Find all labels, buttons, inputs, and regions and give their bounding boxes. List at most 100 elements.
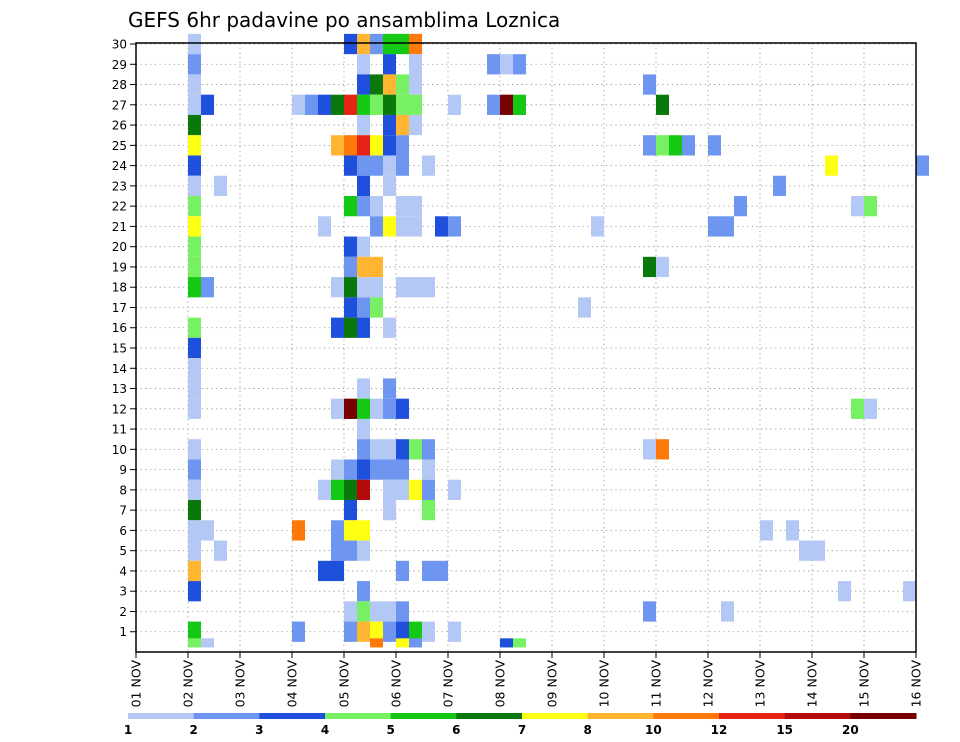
precip-cell	[396, 74, 409, 95]
x-tick-label: 07 NOV	[441, 660, 456, 708]
x-tick-label: 08 NOV	[493, 660, 508, 708]
precip-cell	[708, 216, 721, 237]
precip-cell	[188, 581, 201, 602]
precip-cell	[344, 520, 357, 541]
precip-cell	[383, 378, 396, 399]
precip-cell	[422, 439, 435, 460]
x-tick-label: 11 NOV	[649, 660, 664, 708]
y-tick-label: 19	[112, 260, 127, 274]
precip-cell	[825, 155, 838, 176]
precip-cell	[357, 520, 370, 541]
precip-cell	[357, 378, 370, 399]
precip-cell	[422, 621, 435, 642]
precip-cell	[331, 317, 344, 338]
precip-cell	[396, 560, 409, 582]
y-tick-label: 13	[112, 382, 127, 396]
precip-cell	[188, 216, 201, 237]
precip-cell	[201, 94, 214, 115]
precip-cell	[409, 94, 422, 115]
x-tick-label: 02 NOV	[181, 660, 196, 708]
precip-cell	[370, 459, 383, 480]
legend-swatch	[850, 713, 917, 719]
precip-cell	[370, 135, 383, 156]
precip-cell	[370, 33, 383, 55]
precip-cell	[448, 94, 461, 115]
y-tick-label: 27	[112, 98, 127, 112]
precip-cell	[396, 196, 409, 217]
legend-swatch	[193, 713, 260, 719]
precip-cell	[838, 581, 851, 602]
precip-cell	[188, 256, 201, 278]
precip-cell	[357, 236, 370, 257]
precip-cell	[383, 459, 396, 480]
precip-cell	[903, 581, 916, 602]
precip-cell	[188, 439, 201, 460]
precip-cell	[188, 135, 201, 156]
precip-cell	[214, 175, 227, 197]
precip-cell	[188, 114, 201, 136]
precip-cell	[318, 94, 331, 115]
precip-cell	[357, 74, 370, 95]
y-tick-label: 25	[112, 139, 127, 153]
precip-cell	[344, 236, 357, 257]
precip-cell	[721, 216, 734, 237]
x-tick-label: 10 NOV	[597, 660, 612, 708]
y-tick-label: 22	[112, 200, 127, 214]
precip-cell	[357, 256, 370, 278]
precip-cell	[344, 94, 357, 115]
precip-cell	[357, 155, 370, 176]
precip-cell	[656, 439, 669, 460]
legend-swatch	[719, 713, 786, 719]
precip-cell	[396, 94, 409, 115]
precip-cell	[448, 479, 461, 501]
precip-cell	[682, 135, 695, 156]
precip-cell	[357, 33, 370, 55]
precip-cell	[396, 33, 409, 55]
chart-title: GEFS 6hr padavine po ansamblima Loznica	[128, 8, 560, 32]
y-tick-label: 16	[112, 321, 127, 335]
precip-cell	[318, 479, 331, 501]
y-tick-label: 6	[119, 524, 127, 538]
precip-cell	[188, 33, 201, 55]
precip-cell	[643, 601, 656, 622]
precip-cell	[305, 94, 318, 115]
legend-label: 6	[452, 723, 460, 737]
y-tick-label: 14	[112, 362, 127, 376]
y-tick-label: 10	[112, 443, 127, 457]
legend-label: 8	[583, 723, 591, 737]
precip-cell	[357, 581, 370, 602]
precip-cell	[500, 638, 513, 648]
precip-cell	[422, 459, 435, 480]
precip-cell	[383, 500, 396, 521]
precip-cell	[513, 54, 526, 75]
precip-cell	[357, 459, 370, 480]
precip-cell	[383, 439, 396, 460]
precip-cell	[344, 317, 357, 338]
precip-cell	[357, 135, 370, 156]
precip-cell	[188, 175, 201, 197]
precip-cell	[201, 520, 214, 541]
precip-cell	[331, 459, 344, 480]
precip-cell	[422, 277, 435, 298]
precip-cell	[344, 601, 357, 622]
x-tick-label: 01 NOV	[129, 660, 144, 708]
legend-label: 2	[189, 723, 197, 737]
precip-cell	[370, 256, 383, 278]
precip-cell	[201, 277, 214, 298]
precip-cell	[409, 621, 422, 642]
precip-cell	[383, 94, 396, 115]
precip-cell	[500, 94, 513, 115]
legend-swatch	[784, 713, 851, 719]
legend-swatch	[259, 713, 326, 719]
legend-swatch	[653, 713, 720, 719]
y-tick-label: 9	[119, 463, 127, 477]
precip-cell	[344, 540, 357, 561]
precip-cell	[487, 54, 500, 75]
precip-cell	[188, 500, 201, 521]
precip-cell	[292, 621, 305, 642]
precip-cell	[383, 601, 396, 622]
precip-cell	[656, 135, 669, 156]
precip-cell	[188, 94, 201, 115]
precip-cell	[864, 196, 877, 217]
precip-cell	[357, 175, 370, 197]
